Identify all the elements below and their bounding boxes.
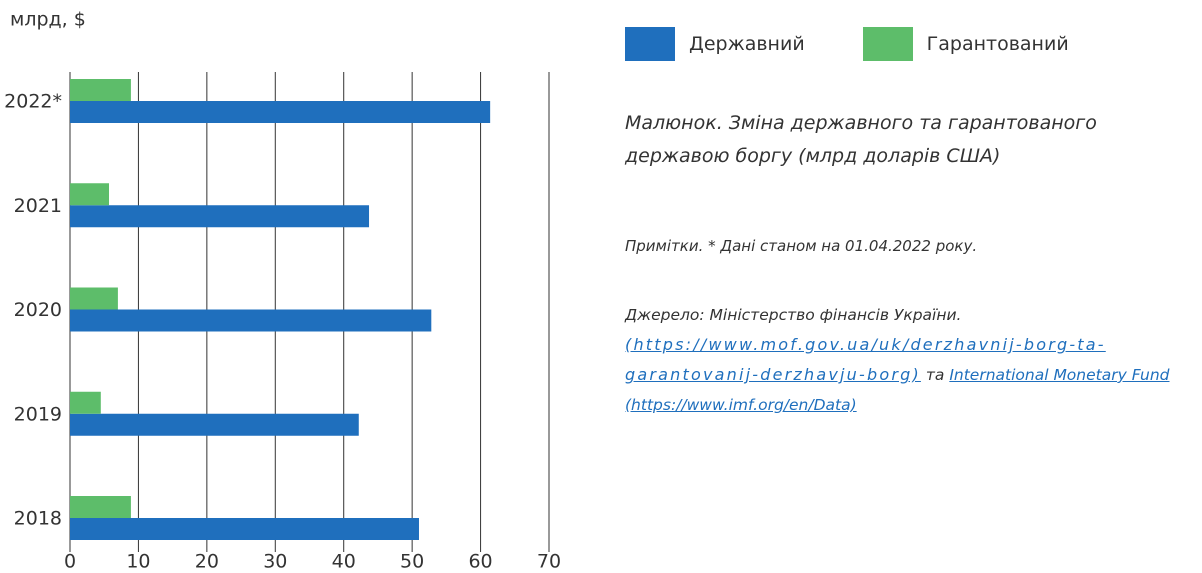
legend-label: Державний [689, 33, 805, 55]
bar [70, 391, 101, 414]
caption: Малюнок. Зміна державного та гарантовано… [625, 112, 1097, 167]
bar [70, 101, 491, 123]
y-tick-label: 2018 [14, 508, 62, 530]
x-tick-label: 30 [263, 551, 287, 573]
link[interactable]: (https://www.mof.gov.ua/uk/derzhavnij-bo… [625, 335, 1106, 384]
x-tick-label: 50 [400, 551, 424, 573]
legend-label: Гарантований [926, 33, 1069, 55]
legend-swatch [625, 27, 675, 61]
bar [70, 205, 370, 228]
legend-swatch [862, 27, 913, 61]
x-tick-label: 70 [537, 551, 561, 573]
bar [70, 496, 131, 518]
y-tick-label: 2019 [14, 403, 62, 425]
bar [70, 287, 118, 310]
source-text: Джерело: Міністерство фінансів України. [625, 306, 962, 324]
bar [70, 183, 110, 206]
y-tick-label: 2020 [14, 299, 62, 321]
bar [70, 79, 131, 101]
x-tick-label: 20 [195, 551, 219, 573]
x-tick-label: 40 [332, 551, 356, 573]
x-tick-label: 60 [468, 551, 492, 573]
axis-label: млрд, $ [10, 9, 86, 31]
chart: млрд, $ 0 10 20 30 40 50 60 70 2022* 2021 2020 2019… [4, 9, 561, 573]
note: Примітки. * Дані станом на 01.04.2022 ро… [625, 237, 978, 255]
conjunction: та [925, 366, 945, 384]
bar [70, 413, 359, 436]
y-tick-label: 2022* [4, 91, 62, 113]
source: Джерело: Міністерство фінансів України. … [625, 300, 1195, 420]
link[interactable]: International Monetary Fund (https://www… [625, 366, 1170, 414]
bar [70, 309, 432, 332]
x-tick-label: 10 [126, 551, 150, 573]
y-tick-label: 2021 [14, 195, 62, 217]
bar [70, 518, 419, 540]
x-tick-label: 0 [64, 551, 76, 573]
legend: Державний Гарантований [625, 27, 1113, 61]
